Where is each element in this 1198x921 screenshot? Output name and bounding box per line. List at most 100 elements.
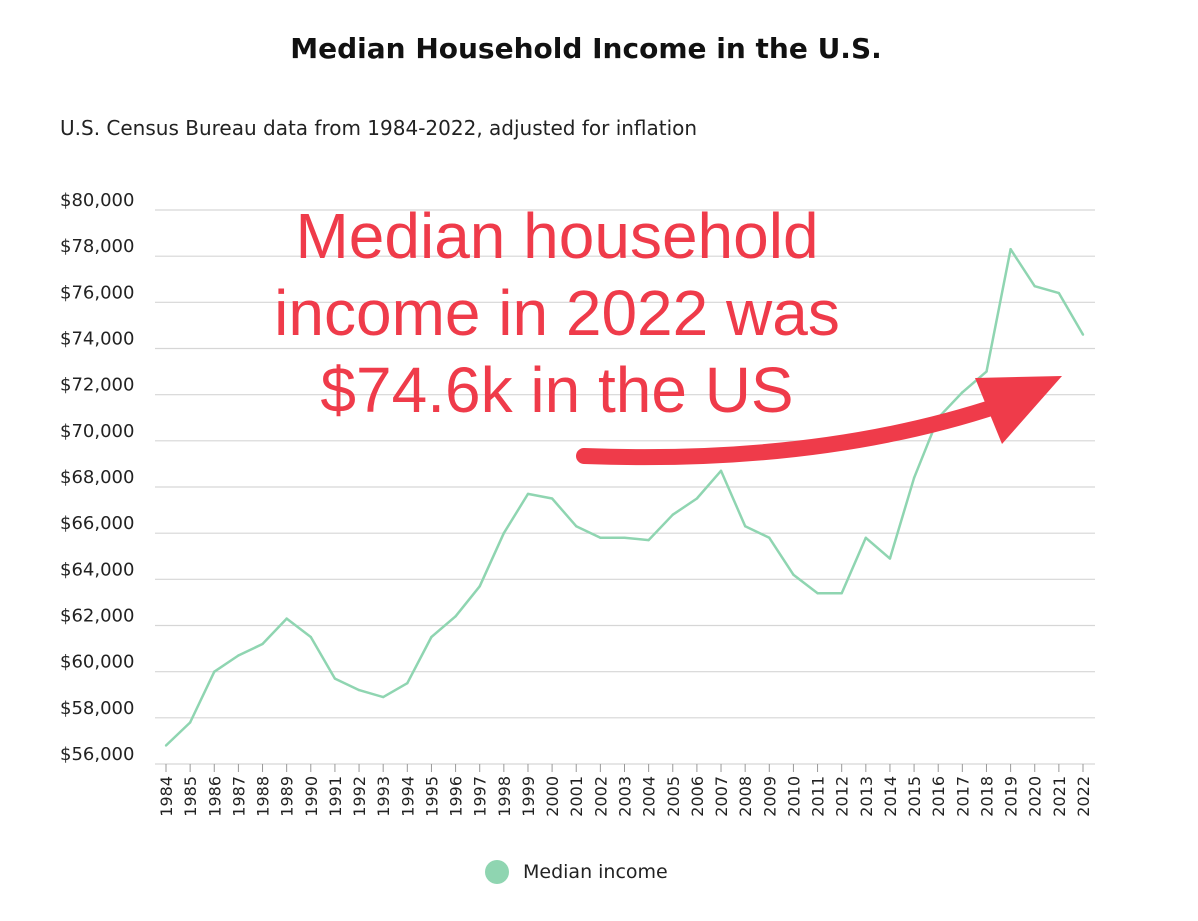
annotation-arrow-head (975, 376, 1062, 444)
y-tick-label: $62,000 (60, 606, 134, 627)
data-point-2012 (840, 591, 843, 595)
data-point-2004 (647, 538, 650, 542)
x-tick-label: 1999 (519, 776, 538, 817)
x-tick-label: 2000 (543, 776, 562, 817)
data-point-1986 (213, 670, 216, 673)
data-point-1998 (502, 531, 506, 535)
legend-label: Median income (523, 861, 668, 883)
x-tick-label: 2002 (591, 776, 610, 817)
y-axis-ticks: $80,000 $78,000 $76,000 $74,000 $72,000 $70,0… (60, 190, 134, 765)
x-tick-label: 1990 (302, 776, 321, 817)
x-tick-label: 2015 (905, 776, 924, 817)
series-group (164, 247, 1085, 747)
data-point-1992 (357, 688, 361, 692)
x-tick-label: 2014 (881, 776, 900, 817)
x-tick-label: 2011 (809, 776, 828, 817)
data-point-1991 (333, 677, 337, 680)
x-tick-label: 2010 (784, 776, 803, 817)
x-tick-label: 2001 (567, 776, 586, 817)
data-point-2009 (768, 536, 771, 539)
x-tick-label: 2007 (712, 776, 731, 817)
x-tick-label: 2009 (760, 776, 779, 817)
x-tick-label: 1984 (157, 776, 176, 817)
x-tick-label: 1995 (422, 776, 441, 817)
data-point-1995 (430, 635, 433, 639)
data-point-2018 (985, 370, 988, 373)
legend-swatch (485, 860, 509, 884)
data-point-2011 (816, 591, 819, 595)
y-tick-label: $66,000 (60, 513, 134, 534)
x-tick-label: 2017 (953, 776, 972, 817)
x-tick-label: 1997 (471, 776, 490, 817)
y-tick-label: $76,000 (60, 282, 134, 303)
data-point-1993 (381, 695, 385, 699)
y-tick-label: $72,000 (60, 375, 134, 396)
data-point-2008 (743, 525, 747, 528)
x-tick-label: 1988 (254, 776, 273, 817)
y-tick-label: $74,000 (60, 329, 134, 350)
x-tick-label: 2016 (929, 776, 948, 817)
x-tick-label: 2006 (688, 776, 707, 817)
data-point-2003 (623, 536, 626, 539)
data-point-2022 (1081, 333, 1085, 336)
data-point-1990 (309, 635, 312, 639)
chart-subtitle: U.S. Census Bureau data from 1984-2022, … (60, 116, 698, 140)
x-tick-label: 1998 (495, 776, 514, 817)
data-point-2002 (599, 536, 602, 539)
annotation-line-2: income in 2022 was (274, 277, 840, 349)
y-tick-label: $68,000 (60, 467, 134, 488)
annotation-line-3: $74.6k in the US (320, 354, 793, 426)
x-axis-ticks: 1984 1985 1986 1987 1988 1989 1990 1991 1992 1993… (157, 764, 1093, 817)
data-point-2015 (912, 476, 916, 479)
y-tick-label: $78,000 (60, 236, 134, 257)
data-point-2020 (1033, 284, 1036, 288)
y-tick-label: $60,000 (60, 652, 134, 673)
x-tick-label: 1989 (278, 776, 297, 817)
data-point-2017 (961, 391, 964, 394)
x-tick-label: 2021 (1050, 776, 1069, 817)
data-point-1996 (454, 615, 457, 618)
x-tick-label: 1996 (447, 776, 466, 817)
x-tick-label: 2013 (857, 776, 876, 817)
data-point-1985 (188, 721, 192, 724)
x-tick-label: 2019 (1002, 776, 1021, 817)
x-tick-label: 2020 (1026, 776, 1045, 817)
x-tick-label: 2005 (664, 776, 683, 817)
x-tick-label: 2012 (833, 776, 852, 817)
data-point-2000 (550, 497, 554, 500)
x-tick-label: 1991 (326, 776, 345, 817)
chart-title: Median Household Income in the U.S. (290, 32, 882, 65)
legend: Median income (485, 860, 668, 884)
data-point-2010 (792, 573, 795, 576)
x-tick-label: 1992 (350, 776, 369, 817)
data-point-2014 (888, 557, 892, 560)
x-tick-label: 1986 (205, 776, 224, 817)
x-tick-label: 1987 (229, 776, 248, 817)
annotation: Median household income in 2022 was $74.… (274, 200, 1062, 466)
x-tick-label: 1985 (181, 776, 200, 817)
y-tick-label: $64,000 (60, 559, 134, 580)
data-point-2021 (1057, 291, 1061, 295)
x-tick-label: 1993 (374, 776, 393, 817)
data-point-2006 (695, 497, 699, 500)
grid-lines (155, 209, 1095, 765)
data-point-1989 (285, 617, 288, 620)
data-point-2013 (864, 536, 868, 539)
data-point-2007 (719, 469, 723, 473)
data-point-1997 (478, 585, 481, 588)
x-tick-label: 2003 (616, 776, 635, 817)
data-point-1984 (164, 744, 168, 747)
x-tick-label: 2022 (1074, 776, 1093, 817)
data-point-2019 (1009, 248, 1012, 251)
data-point-2005 (671, 513, 674, 516)
x-tick-label: 2008 (736, 776, 755, 817)
y-tick-label: $58,000 (60, 698, 134, 719)
data-point-1999 (526, 492, 530, 496)
data-point-2001 (575, 525, 578, 528)
data-point-1994 (406, 682, 409, 685)
data-point-1988 (261, 642, 264, 646)
y-tick-label: $80,000 (60, 190, 134, 211)
x-tick-label: 1994 (398, 776, 417, 817)
x-tick-label: 2004 (640, 776, 659, 817)
